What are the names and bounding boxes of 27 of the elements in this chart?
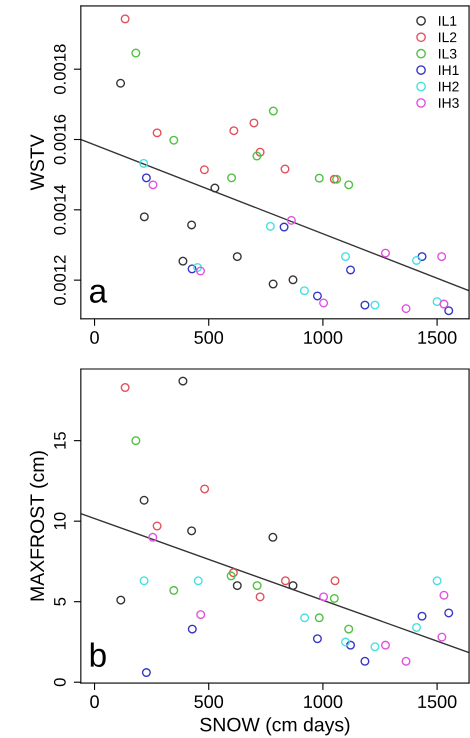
legend-label: IL3 <box>439 48 456 59</box>
x-tick-label: 0 <box>90 331 99 344</box>
legend-label: IL1 <box>439 16 456 26</box>
y-tick-label: 10 <box>54 512 66 530</box>
y-tick-label: 0 <box>54 678 66 686</box>
y-tick-label: 5 <box>54 598 66 606</box>
x-tick-label: 1000 <box>304 331 342 344</box>
x-tick-label: 1000 <box>304 695 342 708</box>
x-tick-label: 500 <box>194 695 224 708</box>
legend-label: IH1 <box>439 65 459 75</box>
y-tick-label: 0.0014 <box>54 184 66 235</box>
y-axis-title: MAXFROST (cm) <box>30 451 48 600</box>
y-tick-label: 0.0016 <box>54 114 66 164</box>
y-tick-label: 0.0012 <box>54 255 66 305</box>
annotation: b <box>90 642 106 668</box>
annotation: a <box>90 284 108 303</box>
y-tick-label: 0.0018 <box>54 44 66 94</box>
legend-label: IL2 <box>439 32 456 42</box>
x-tick-label: 0 <box>90 695 99 708</box>
y-axis-title: WSTV <box>30 134 44 190</box>
x-tick-label: 500 <box>194 331 224 344</box>
x-axis-title: SNOW (cm days) <box>200 717 350 736</box>
legend-label: IH2 <box>439 82 459 92</box>
x-tick-label: 1500 <box>418 695 456 708</box>
y-tick-label: 15 <box>54 432 66 449</box>
legend-label: IH3 <box>439 98 459 108</box>
x-tick-label: 1500 <box>418 331 456 344</box>
